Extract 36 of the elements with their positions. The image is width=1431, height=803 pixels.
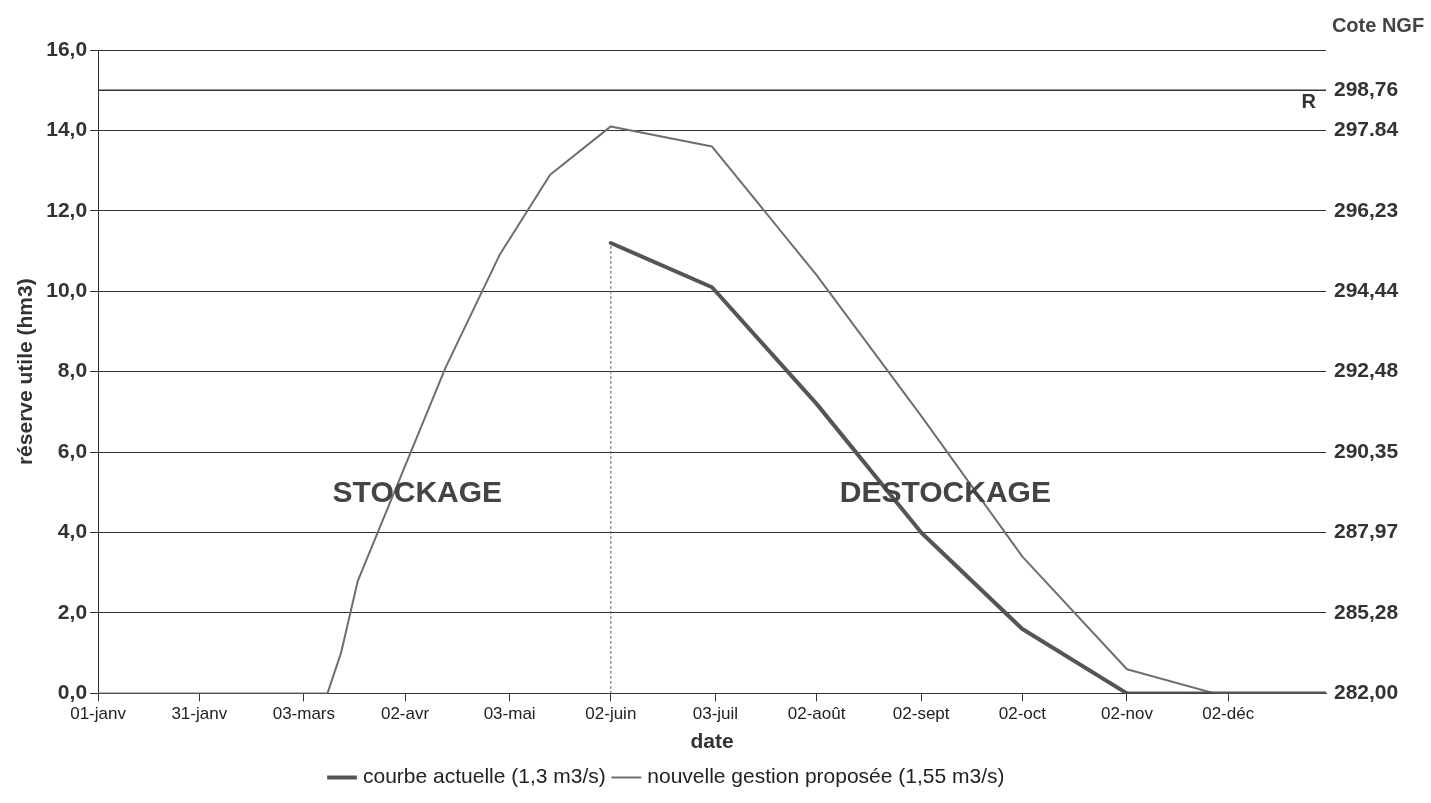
x-tick-label: 02-juin (585, 704, 637, 724)
y-tick-label: 16,0 (46, 36, 88, 60)
y-tick-label: 14,0 (46, 117, 88, 141)
x-tick-label: 02-nov (1100, 704, 1154, 724)
text: 296,23 (1334, 197, 1399, 221)
text: 294,44 (1334, 278, 1399, 302)
y-tick-label: 2,0 (57, 599, 88, 623)
y-axis-title: réserve utile (hm3) (13, 278, 37, 466)
text: Cote NGF (1331, 13, 1425, 36)
legend-label: courbe actuelle (1,3 m3/s) (363, 764, 606, 788)
x-tick-label: 01-janv (70, 704, 127, 724)
x-tick-label: 02-sept (892, 704, 950, 724)
text: 287,97 (1334, 519, 1399, 543)
y-tick-label: 0,0 (57, 680, 88, 704)
x-tick-label: 02-déc (1202, 704, 1255, 724)
text: 285,28 (1334, 599, 1399, 623)
x-tick-label: 31-janv (171, 704, 228, 724)
ref-line-label: R (1301, 89, 1317, 112)
text: 298,76 (1334, 77, 1399, 101)
legend-label: nouvelle gestion proposée (1,55 m3/s) (647, 764, 1005, 788)
text: 292,48 (1334, 358, 1399, 382)
text: 290,35 (1334, 438, 1399, 462)
y-tick-label: 10,0 (46, 278, 88, 302)
x-axis-title: date (690, 729, 734, 753)
text: 297.84 (1334, 117, 1399, 141)
x-tick-label: 02-août (787, 704, 846, 724)
x-tick-label: 02-oct (998, 704, 1047, 724)
y-tick-label: 4,0 (57, 519, 88, 543)
text: 282,00 (1334, 680, 1399, 704)
y-tick-label: 8,0 (57, 358, 88, 382)
y-tick-label: 12,0 (46, 197, 88, 221)
x-tick-label: 03-mars (272, 704, 336, 724)
y-tick-label: 6,0 (57, 438, 88, 462)
x-tick-label: 02-avr (380, 704, 430, 724)
x-tick-label: 03-mai (483, 704, 536, 724)
x-tick-label: 03-juil (692, 704, 739, 724)
